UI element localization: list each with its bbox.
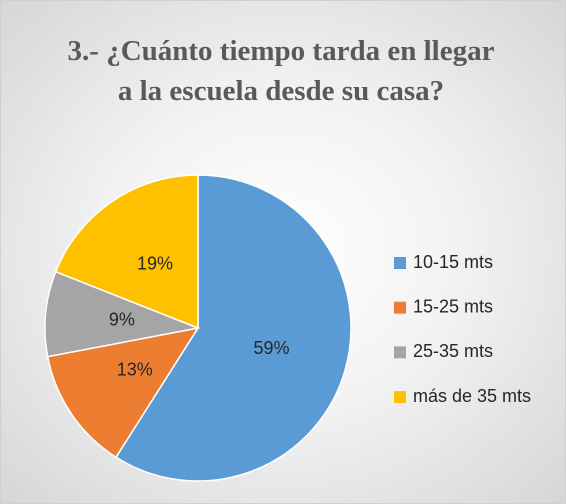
legend-swatch xyxy=(394,257,406,269)
legend-label: más de 35 mts xyxy=(413,386,531,406)
chart-title: 3.- ¿Cuánto tiempo tarda en llegar a la … xyxy=(67,35,495,107)
data-label: 13% xyxy=(117,360,153,380)
data-label: 9% xyxy=(109,310,135,330)
legend-swatch xyxy=(394,301,406,314)
legend-swatch xyxy=(394,391,406,404)
legend-label: 10-15 mts xyxy=(413,252,493,272)
pie-slice xyxy=(44,270,201,358)
pie-slice xyxy=(46,326,200,459)
legend-label: 25-35 mts xyxy=(413,341,493,361)
pie-slice xyxy=(54,174,199,330)
legend-swatch xyxy=(394,346,406,359)
data-label: 59% xyxy=(253,338,289,358)
data-label: 19% xyxy=(137,253,173,273)
pie-slice xyxy=(114,174,352,482)
legend-label: 15-25 mts xyxy=(413,296,493,316)
